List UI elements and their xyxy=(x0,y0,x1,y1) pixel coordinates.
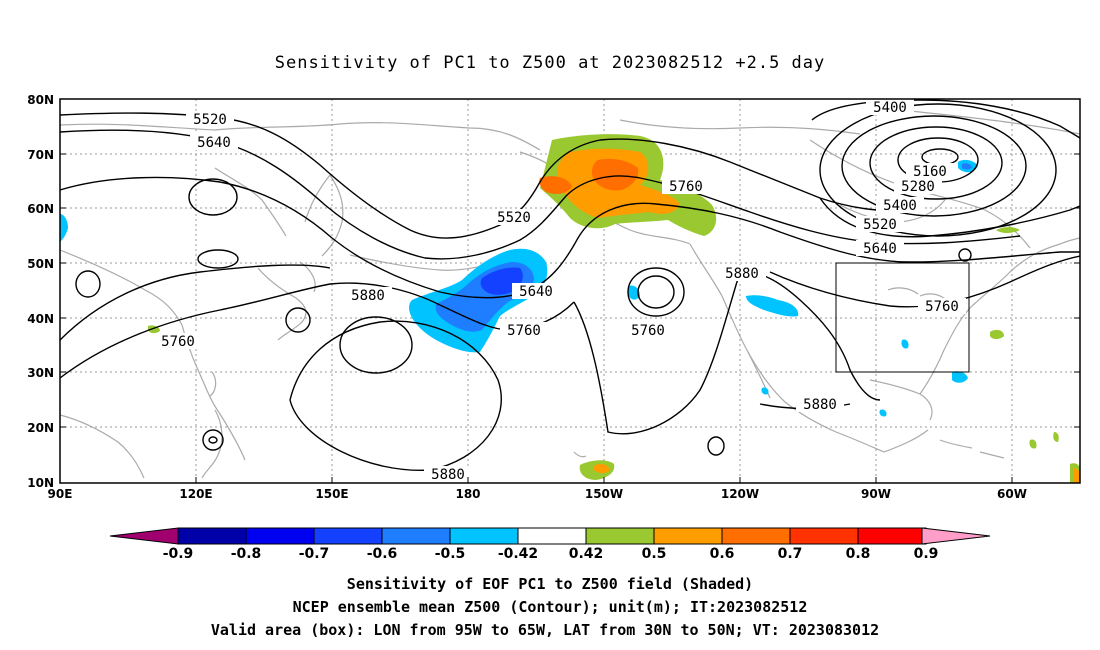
contour-label: 5280 xyxy=(901,179,935,195)
lat-label: 70N xyxy=(27,148,54,162)
colorbar-box xyxy=(789,527,859,545)
colorbar-box xyxy=(313,527,383,545)
colorbar-box xyxy=(517,527,587,545)
contour-label: 5880 xyxy=(725,266,759,282)
lon-label: 150W xyxy=(585,487,623,501)
lon-label: 60W xyxy=(997,487,1027,501)
colorbar-tick-label: 0.8 xyxy=(846,546,871,562)
colorbar-box xyxy=(653,527,723,545)
contour-label: 5760 xyxy=(507,323,541,339)
lat-label: 50N xyxy=(27,257,54,271)
contour-label: 5520 xyxy=(863,217,897,233)
lat-label: 60N xyxy=(27,202,54,216)
lon-label: 150E xyxy=(315,487,348,501)
colorbar-right-arrow xyxy=(921,527,991,545)
lon-label: 120W xyxy=(721,487,759,501)
colorbar-labels: -0.9 -0.8 -0.7 -0.6 -0.5 -0.42 0.42 0.5 0.6 0.7 0.… xyxy=(163,546,939,562)
colorbar-tick-label: -0.6 xyxy=(367,546,398,562)
contour-label: 5400 xyxy=(883,198,917,214)
colorbar-tick-label: 0.6 xyxy=(710,546,735,562)
contour-label: 5760 xyxy=(631,323,665,339)
contour-label: 5160 xyxy=(913,164,947,180)
map-area: 5520 5640 5520 5760 5880 5640 5760 5760 … xyxy=(60,99,1080,483)
colorbar-box xyxy=(245,527,315,545)
colorbar: -0.9 -0.8 -0.7 -0.6 -0.5 -0.42 0.42 0.5 0.6 0.7 0.… xyxy=(109,527,991,562)
longitude-labels: 90E 120E 150E 180 150W 120W 90W 60W xyxy=(48,487,1027,501)
colorbar-tick-label: -0.7 xyxy=(299,546,330,562)
map-frame xyxy=(59,98,1081,484)
contour-label: 5880 xyxy=(351,288,385,304)
contour-label: 5520 xyxy=(193,112,227,128)
contour-label: 5400 xyxy=(873,100,907,116)
contour-label: 5640 xyxy=(863,241,897,257)
caption-shaded: Sensitivity of EOF PC1 to Z500 field (Sh… xyxy=(347,575,753,593)
positive-sensitivity-region xyxy=(148,134,1080,483)
lat-label: 80N xyxy=(27,93,54,107)
caption-valid-area: Valid area (box): LON from 95W to 65W, L… xyxy=(211,621,879,639)
contour-label: 5640 xyxy=(197,135,231,151)
lon-label: 120E xyxy=(179,487,212,501)
colorbar-box xyxy=(721,527,791,545)
colorbar-box xyxy=(177,527,247,545)
caption-contour: NCEP ensemble mean Z500 (Contour); unit(… xyxy=(293,598,808,616)
contour-label: 5520 xyxy=(497,210,531,226)
colorbar-left-arrow xyxy=(109,527,179,545)
colorbar-tick-label: -0.42 xyxy=(498,546,538,562)
colorbar-box xyxy=(381,527,451,545)
contour-labels: 5520 5640 5520 5760 5880 5640 5760 5760 … xyxy=(154,99,966,483)
lat-label: 40N xyxy=(27,312,54,326)
lat-label: 30N xyxy=(27,366,54,380)
contour-label: 5760 xyxy=(669,179,703,195)
colorbar-tick-label: -0.8 xyxy=(231,546,262,562)
colorbar-box xyxy=(857,527,927,545)
map-title: Sensitivity of PC1 to Z500 at 2023082512… xyxy=(275,53,826,73)
colorbar-box xyxy=(449,527,519,545)
tick-marks xyxy=(60,98,1080,484)
lon-label: 90E xyxy=(48,487,73,501)
colorbar-tick-label: -0.9 xyxy=(163,546,194,562)
colorbar-tick-label: -0.5 xyxy=(435,546,466,562)
lat-label: 10N xyxy=(27,476,54,490)
contour-label: 5640 xyxy=(519,284,553,300)
lon-label: 90W xyxy=(861,487,891,501)
lat-label: 20N xyxy=(27,421,54,435)
colorbar-tick-label: 0.7 xyxy=(778,546,803,562)
valid-area-box xyxy=(835,262,970,373)
contour-label: 5760 xyxy=(925,299,959,315)
colorbar-boxes xyxy=(177,527,927,545)
colorbar-tick-label: 0.5 xyxy=(642,546,667,562)
contour-label: 5880 xyxy=(431,467,465,483)
contour-label: 5880 xyxy=(803,397,837,413)
contour-label: 5760 xyxy=(161,334,195,350)
colorbar-box xyxy=(585,527,655,545)
latitude-labels: 80N 70N 60N 50N 40N 30N 20N 10N xyxy=(27,93,54,490)
colorbar-tick-label: 0.9 xyxy=(914,546,939,562)
lon-label: 180 xyxy=(455,487,480,501)
colorbar-tick-label: 0.42 xyxy=(569,546,604,562)
